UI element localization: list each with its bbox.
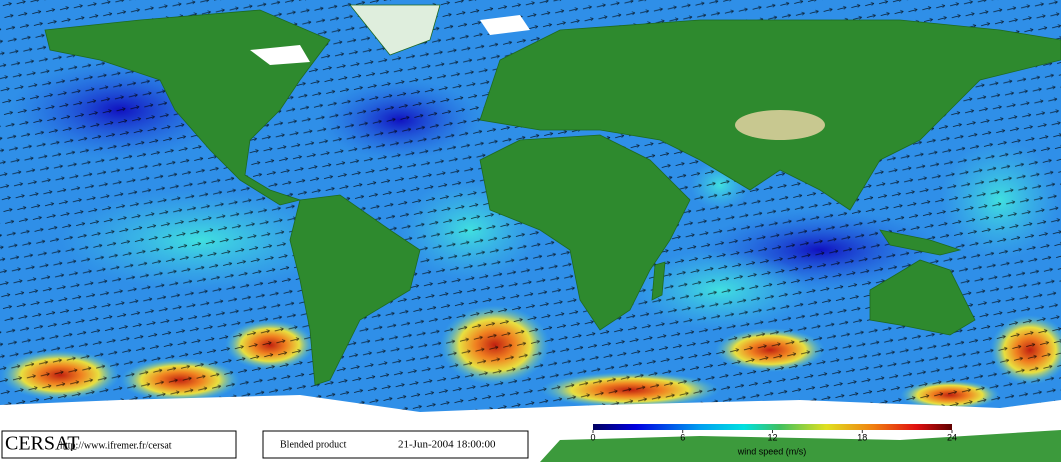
colorbar <box>593 424 952 430</box>
colorbar-label: wind speed (m/s) <box>737 446 807 456</box>
north-america <box>44 9 331 206</box>
plateau <box>735 110 825 140</box>
colorbar-tick-label: 6 <box>680 432 685 442</box>
product: Blended product <box>280 439 347 450</box>
logo: CERSAT <box>5 433 79 455</box>
logo-box <box>1 430 237 459</box>
colorbar-tick-label: 24 <box>947 432 957 442</box>
arctic-ice <box>250 15 530 65</box>
south-america <box>289 194 421 386</box>
indonesia <box>879 229 962 256</box>
land <box>44 4 1061 386</box>
date: 21-Jun-2004 18:00:00 <box>398 439 496 451</box>
url: http://www.ifremer.fr/cersat <box>60 440 172 451</box>
madagascar <box>651 261 666 301</box>
colorbar-tick-label: 0 <box>590 432 595 442</box>
antarctic-land <box>540 430 1061 462</box>
africa <box>479 134 691 331</box>
greenland <box>349 4 441 56</box>
colorbar-tick-label: 18 <box>857 432 867 442</box>
info-box <box>262 430 529 459</box>
australia <box>869 259 976 336</box>
colorbar-tick-label: 12 <box>767 432 777 442</box>
